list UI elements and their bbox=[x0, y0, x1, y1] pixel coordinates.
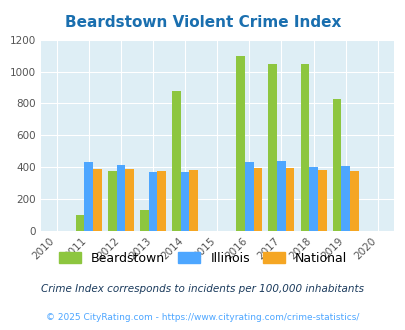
Bar bbox=[157, 171, 166, 231]
Bar bbox=[317, 170, 326, 231]
Text: Crime Index corresponds to incidents per 100,000 inhabitants: Crime Index corresponds to incidents per… bbox=[41, 284, 364, 294]
Bar bbox=[108, 171, 116, 231]
Bar bbox=[253, 168, 262, 231]
Legend: Beardstown, Illinois, National: Beardstown, Illinois, National bbox=[59, 252, 346, 265]
Bar bbox=[180, 172, 189, 231]
Bar bbox=[84, 162, 93, 231]
Bar bbox=[236, 56, 244, 231]
Bar bbox=[76, 215, 84, 231]
Bar bbox=[125, 169, 134, 231]
Bar bbox=[140, 210, 148, 231]
Bar bbox=[300, 63, 309, 231]
Text: Beardstown Violent Crime Index: Beardstown Violent Crime Index bbox=[65, 15, 340, 30]
Bar bbox=[116, 165, 125, 231]
Bar bbox=[189, 170, 198, 231]
Bar bbox=[277, 161, 285, 231]
Bar bbox=[148, 172, 157, 231]
Bar bbox=[268, 64, 277, 231]
Bar bbox=[309, 167, 317, 231]
Bar bbox=[285, 168, 294, 231]
Text: © 2025 CityRating.com - https://www.cityrating.com/crime-statistics/: © 2025 CityRating.com - https://www.city… bbox=[46, 313, 359, 322]
Bar bbox=[93, 169, 102, 231]
Bar bbox=[332, 99, 341, 231]
Bar bbox=[172, 91, 180, 231]
Bar bbox=[341, 166, 349, 231]
Bar bbox=[349, 171, 358, 231]
Bar bbox=[244, 162, 253, 231]
